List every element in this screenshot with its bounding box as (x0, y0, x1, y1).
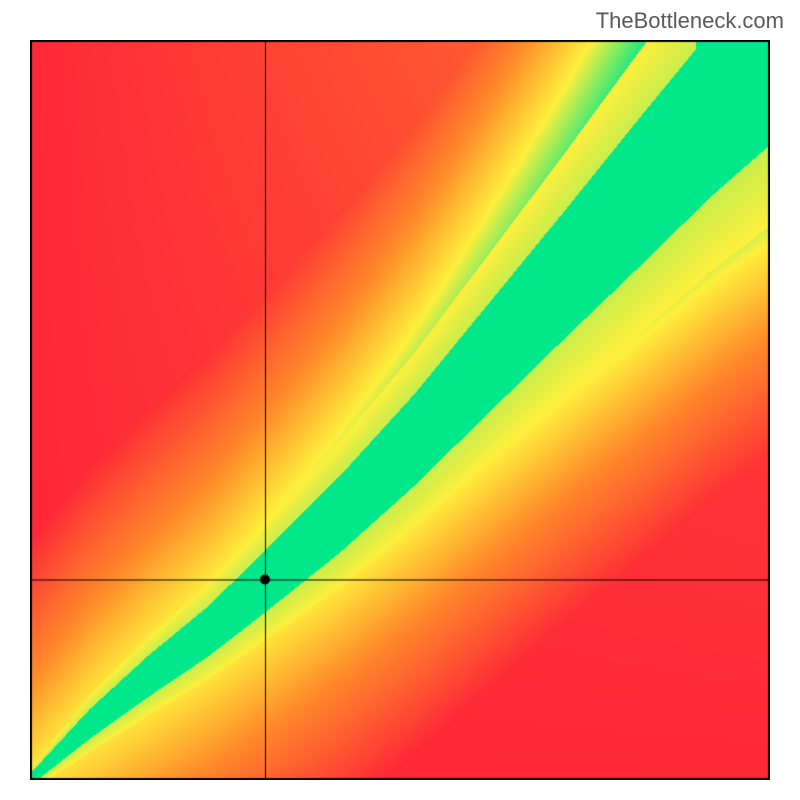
heatmap-chart (30, 40, 770, 780)
watermark: TheBottleneck.com (596, 8, 784, 34)
chart-container: TheBottleneck.com (0, 0, 800, 800)
